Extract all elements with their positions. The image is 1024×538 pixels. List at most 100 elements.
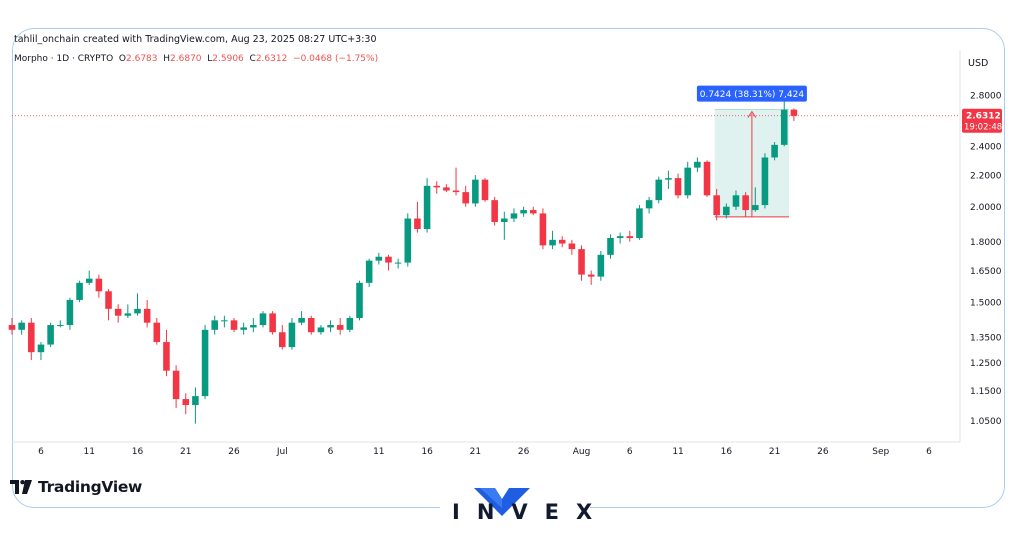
candle-body[interactable] (645, 200, 653, 209)
candle-body[interactable] (317, 327, 325, 333)
candle-body[interactable] (501, 218, 508, 222)
candle-body[interactable] (742, 195, 749, 211)
candle-body[interactable] (201, 329, 209, 397)
candle-body[interactable] (732, 195, 740, 207)
candle-body[interactable] (288, 322, 296, 348)
y-tick-label: 1.2500 (970, 359, 1002, 369)
candle-body[interactable] (423, 185, 431, 230)
x-tick-label: 16 (132, 447, 144, 457)
candle-body[interactable] (761, 157, 769, 206)
candle-body[interactable] (558, 239, 566, 244)
candle-body[interactable] (375, 256, 383, 261)
candle-body[interactable] (529, 210, 537, 214)
candle-body[interactable] (578, 249, 585, 275)
candle-body[interactable] (752, 205, 759, 211)
candle-body[interactable] (76, 282, 83, 300)
candle-body[interactable] (597, 254, 605, 277)
candle-body[interactable] (655, 179, 663, 201)
candle-body[interactable] (703, 161, 711, 196)
candle-body[interactable] (674, 178, 682, 196)
candle-body[interactable] (394, 262, 402, 264)
y-tick-label: 2.4000 (970, 143, 1002, 153)
invex-wordmark: INVEX (452, 500, 610, 524)
x-tick-label: Jul (276, 447, 288, 457)
candle-body[interactable] (636, 208, 643, 239)
candle-body[interactable] (240, 327, 247, 330)
candle-body[interactable] (356, 282, 363, 319)
candle-body[interactable] (771, 144, 778, 158)
candle-body[interactable] (452, 190, 460, 193)
candle-body[interactable] (385, 256, 392, 263)
candle-body[interactable] (28, 322, 35, 353)
y-tick-label: 2.8000 (970, 92, 1002, 102)
candle-body[interactable] (307, 318, 315, 333)
candle-body[interactable] (18, 322, 25, 330)
candle-body[interactable] (8, 325, 16, 330)
candle-body[interactable] (626, 236, 634, 239)
candle-body[interactable] (37, 344, 45, 353)
candle-body[interactable] (443, 187, 450, 191)
currency-label[interactable]: USD (968, 58, 989, 69)
candle-body[interactable] (153, 322, 161, 343)
x-tick-label: 11 (672, 447, 683, 457)
candle-body[interactable] (47, 325, 54, 345)
candle-body[interactable] (221, 320, 228, 322)
candle-body[interactable] (124, 313, 132, 316)
candle-body[interactable] (143, 308, 151, 323)
x-tick-label: 21 (769, 447, 780, 457)
candle-body[interactable] (230, 320, 238, 330)
candle-body[interactable] (269, 313, 276, 333)
candle-body[interactable] (163, 342, 170, 371)
candle-body[interactable] (414, 218, 421, 230)
candle-body[interactable] (134, 308, 141, 314)
candle-body[interactable] (85, 278, 93, 283)
candle-body[interactable] (327, 325, 334, 328)
candle-body[interactable] (336, 325, 344, 330)
candle-body[interactable] (192, 396, 199, 406)
candle-body[interactable] (404, 218, 412, 263)
candle-body[interactable] (182, 399, 190, 406)
candle-body[interactable] (462, 192, 469, 204)
candle-body[interactable] (250, 325, 257, 328)
x-tick-label: 6 (627, 447, 633, 457)
change-value: −0.0468 (−1.75%) (293, 54, 379, 64)
candle-body[interactable] (66, 299, 74, 326)
candle-body[interactable] (298, 318, 305, 323)
candle-body[interactable] (279, 332, 286, 348)
tradingview-logo[interactable]: TradingView (10, 478, 142, 496)
candle-body[interactable] (790, 109, 798, 116)
candle-body[interactable] (616, 236, 624, 239)
candle-body[interactable] (723, 206, 730, 216)
candle-body[interactable] (433, 185, 441, 188)
candle-body[interactable] (211, 320, 218, 330)
candle-body[interactable] (491, 200, 498, 222)
candle-body[interactable] (510, 213, 518, 219)
candle-body[interactable] (520, 210, 527, 214)
candle-body[interactable] (665, 178, 672, 180)
x-tick-label: 11 (83, 447, 94, 457)
candle-body[interactable] (539, 213, 547, 246)
candle-body[interactable] (472, 179, 479, 204)
open-value: 2.6783 (126, 54, 158, 64)
candle-body[interactable] (549, 239, 556, 246)
candle-body[interactable] (607, 238, 614, 255)
candle-body[interactable] (587, 274, 595, 277)
candle-body[interactable] (481, 179, 489, 201)
candle-body[interactable] (713, 195, 720, 216)
candle-body[interactable] (365, 260, 373, 283)
candle-body[interactable] (694, 161, 701, 168)
candle-body[interactable] (346, 318, 354, 330)
candle-body[interactable] (56, 325, 64, 327)
candle-body[interactable] (172, 370, 180, 400)
candle-body[interactable] (684, 167, 691, 196)
candle-body[interactable] (95, 278, 103, 292)
x-tick-label: 6 (328, 447, 334, 457)
invex-chevron-icon (474, 488, 530, 516)
candle-body[interactable] (259, 313, 267, 326)
candle-body[interactable] (114, 308, 122, 316)
candle-body[interactable] (105, 291, 112, 309)
measure-range-arrow-head (747, 110, 757, 118)
candle-body[interactable] (780, 109, 788, 145)
candle-body[interactable] (568, 243, 576, 250)
